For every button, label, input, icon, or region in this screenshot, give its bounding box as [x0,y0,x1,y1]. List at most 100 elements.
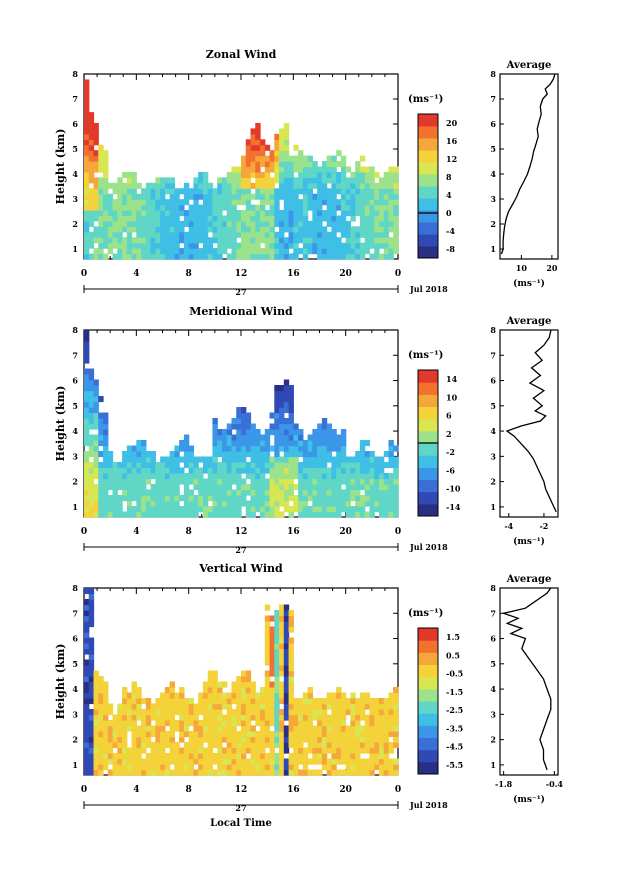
heatmap-cell [374,742,380,749]
heatmap-cell [103,220,109,227]
heatmap-cell [269,709,275,716]
heatmap-cell [221,429,228,436]
heatmap-cell [155,182,161,189]
heatmap-cell [364,237,371,244]
heatmap-cell [274,456,280,463]
heatmap-cell [279,467,285,474]
avg-x-tick-label: -4 [504,521,513,531]
heatmap-cell [141,193,147,200]
heatmap-cell [131,709,137,716]
heatmap-cell [202,681,209,688]
heatmap-cell [298,226,304,233]
heatmap-cell [217,445,223,452]
heatmap-cell [326,166,332,173]
heatmap-cell [122,478,128,485]
heatmap-cell [302,500,309,507]
heatmap-cell [245,193,252,200]
heatmap-cell [321,467,328,474]
heatmap-cell [312,210,318,217]
heatmap-cell [293,758,299,765]
heatmap-cell [255,429,261,436]
heatmap-cell [198,188,204,195]
heatmap-cell [155,478,161,485]
heatmap-cell [193,248,199,255]
x-tick-label: 8 [186,785,192,795]
colorbar-tick-label: -0.5 [446,669,463,679]
heatmap-cell [141,456,147,463]
heatmap-cell [226,747,233,754]
heatmap-cell [340,155,347,162]
heatmap-cell [174,703,180,710]
heatmap-cell [193,204,199,211]
heatmap-cell [126,753,133,760]
y-tick-label: 2 [72,735,78,745]
heatmap-cell [317,769,323,776]
heatmap-cell [245,188,252,195]
heatmap-cell [250,215,256,222]
heatmap-cell [88,511,95,518]
heatmap-cell [202,769,209,776]
heatmap-cell [221,484,228,491]
heatmap-cell [164,709,171,716]
heatmap-cell [202,188,209,195]
heatmap-cell [160,193,166,200]
heatmap-cell [283,703,290,710]
heatmap-cell [274,720,280,727]
heatmap-cell [136,769,142,776]
heatmap-cell [136,698,142,705]
heatmap-cell [183,451,190,458]
heatmap-cell [212,506,218,513]
heatmap-cell [126,445,133,452]
heatmap-cell [283,632,290,639]
heatmap-cell [174,500,180,507]
heatmap-cell [312,753,318,760]
heatmap-cell [293,764,299,771]
heatmap-cell [326,478,332,485]
heatmap-cell [378,253,385,260]
heatmap-cell [179,511,185,518]
heatmap-cell [198,753,204,760]
heatmap-cell [88,379,95,386]
heatmap-cell [155,698,161,705]
heatmap-cell [231,687,237,694]
heatmap-cell [122,473,128,480]
heatmap-cell [207,698,214,705]
heatmap-cell [336,473,342,480]
heatmap-cell [269,210,275,217]
heatmap-cell [93,670,99,677]
heatmap-cell [302,166,309,173]
heatmap-cell [245,226,252,233]
heatmap-cell [112,769,118,776]
heatmap-cell [231,215,237,222]
heatmap-cell [207,725,214,732]
heatmap-cell [231,423,237,430]
heatmap-cell [274,676,280,683]
heatmap-cell [355,248,361,255]
heatmap-cell [84,84,90,91]
heatmap-cell [245,182,252,189]
heatmap-cell [283,188,290,195]
heatmap-cell [198,495,204,502]
heatmap-cell [145,714,152,721]
heatmap-cell [250,434,256,441]
heatmap-cell [179,687,185,694]
heatmap-cell [378,764,385,771]
heatmap-cell [283,199,290,206]
heatmap-cell [288,423,294,430]
y-tick-label: 5 [72,144,78,154]
heatmap-cell [260,440,266,447]
heatmap-cell [212,731,218,738]
colorbar-swatch [418,725,438,738]
heatmap-cell [321,747,328,754]
heatmap-cell [288,758,294,765]
heatmap-cell [264,144,271,151]
heatmap-cell [288,764,294,771]
heatmap-cell [369,473,375,480]
heatmap-cell [131,220,137,227]
heatmap-cell [236,753,242,760]
heatmap-cell [193,456,199,463]
heatmap-cell [236,248,242,255]
heatmap-cell [312,698,318,705]
heatmap-cell [202,248,209,255]
heatmap-cell [274,478,280,485]
